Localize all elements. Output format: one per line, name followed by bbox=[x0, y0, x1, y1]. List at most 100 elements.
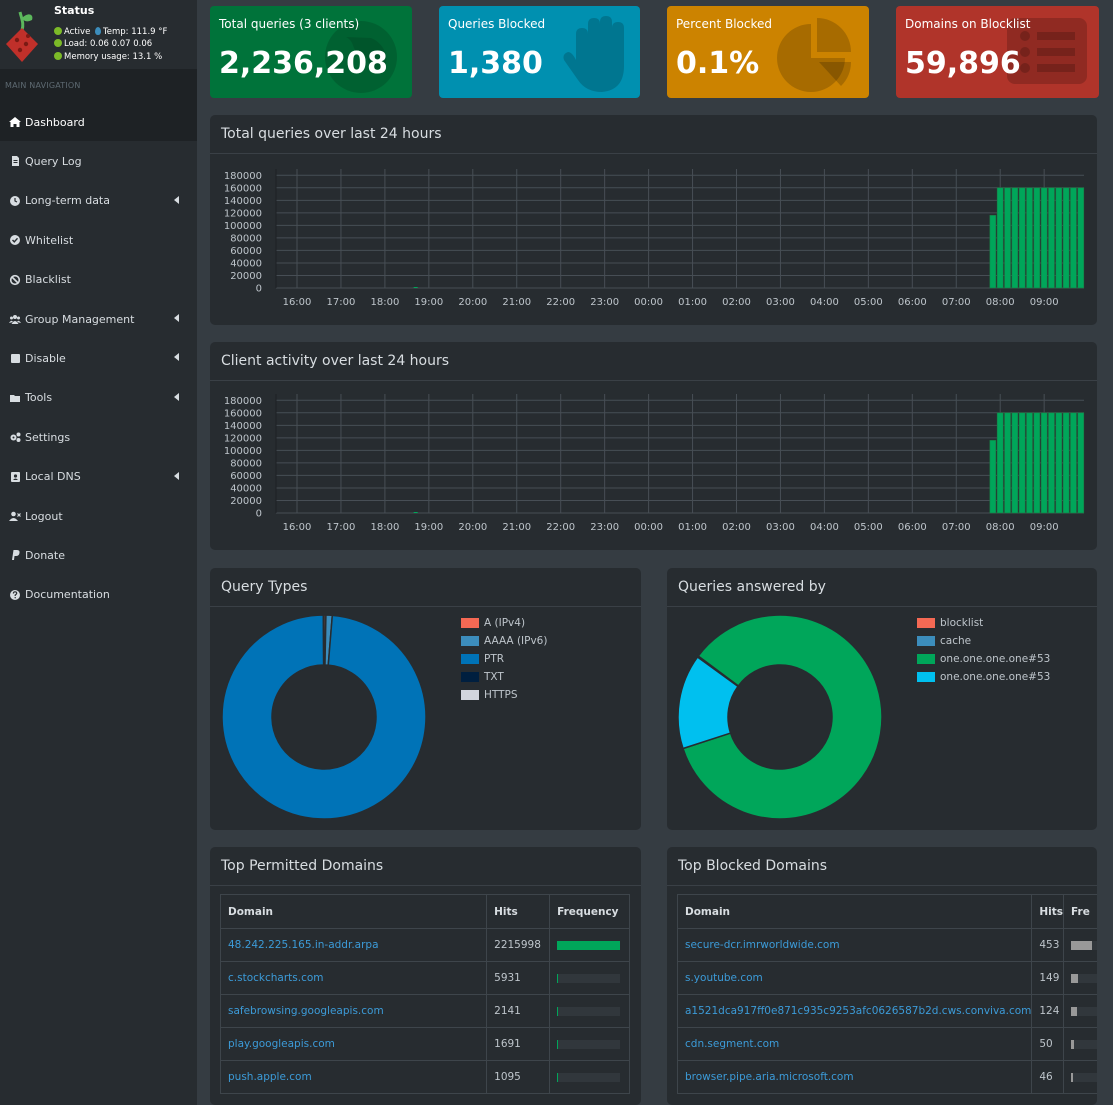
table-header-row: Domain Hits Fre bbox=[676, 894, 1097, 929]
y-tick-label: 80000 bbox=[230, 233, 262, 244]
sidebar-item-documentation[interactable]: Documentation bbox=[0, 576, 197, 614]
x-tick-label: 04:00 bbox=[810, 522, 839, 533]
legend-item[interactable]: cache bbox=[917, 635, 971, 647]
chart-bar[interactable] bbox=[1048, 412, 1055, 514]
x-tick-label: 21:00 bbox=[502, 297, 531, 308]
chart-bar[interactable] bbox=[1026, 187, 1033, 289]
domain-link[interactable]: 48.242.225.165.in-addr.arpa bbox=[219, 928, 488, 962]
y-tick-label: 100000 bbox=[224, 446, 262, 457]
chart-bar[interactable] bbox=[1062, 412, 1070, 514]
globe-icon bbox=[325, 21, 397, 93]
chart-bar[interactable] bbox=[1055, 187, 1063, 289]
status-load: Load: 0.06 0.07 0.06 bbox=[64, 39, 153, 49]
column-header[interactable]: Hits bbox=[486, 894, 551, 929]
column-header[interactable]: Domain bbox=[676, 894, 1033, 929]
chart-bar[interactable] bbox=[1040, 412, 1048, 514]
chart-bar[interactable] bbox=[1011, 412, 1019, 514]
x-tick-label: 17:00 bbox=[327, 522, 356, 533]
chart-bar[interactable] bbox=[1040, 187, 1048, 289]
chart-bar[interactable] bbox=[1048, 187, 1055, 289]
column-header[interactable]: Hits bbox=[1031, 894, 1065, 929]
legend-item[interactable]: TXT bbox=[461, 671, 504, 683]
chart-bar[interactable] bbox=[989, 440, 997, 514]
legend-item[interactable]: A (IPv4) bbox=[461, 617, 525, 629]
domain-link[interactable]: secure-dcr.imrworldwide.com bbox=[676, 928, 1033, 962]
chart-bar[interactable] bbox=[1018, 187, 1026, 289]
hits-cell: 149 bbox=[1031, 961, 1065, 995]
column-header[interactable]: Frequency bbox=[549, 894, 630, 929]
sidebar-item-query-log[interactable]: Query Log bbox=[0, 142, 197, 180]
panel-query-types: Query Types A (IPv4) AAAA (IPv6) PTR TXT HTT… bbox=[210, 568, 641, 830]
domain-link[interactable]: c.stockcharts.com bbox=[219, 961, 488, 995]
donut-slice[interactable] bbox=[322, 614, 325, 666]
panel-top-permitted: Top Permitted Domains Domain Hits Frequenc… bbox=[210, 847, 641, 1105]
sidebar-item-group-management[interactable]: Group Management bbox=[0, 300, 197, 338]
frequency-bar-fill bbox=[557, 973, 559, 983]
sidebar-item-local-dns[interactable]: Local DNS bbox=[0, 458, 197, 496]
sidebar-item-donate[interactable]: Donate bbox=[0, 536, 197, 574]
legend-item[interactable]: one.one.one.one#53 bbox=[917, 671, 1050, 683]
domain-link[interactable]: play.googleapis.com bbox=[219, 1027, 488, 1061]
legend-item[interactable]: one.one.one.one#53 bbox=[917, 653, 1050, 665]
sidebar-item-settings[interactable]: Settings bbox=[0, 418, 197, 456]
column-header[interactable]: Fre bbox=[1063, 894, 1097, 929]
legend-swatch bbox=[461, 672, 479, 682]
legend-item[interactable]: blocklist bbox=[917, 617, 983, 629]
chart-bar[interactable] bbox=[1062, 187, 1070, 289]
domain-link[interactable]: safebrowsing.googleapis.com bbox=[219, 994, 488, 1028]
chart-bar[interactable] bbox=[1026, 412, 1033, 514]
legend-item[interactable]: AAAA (IPv6) bbox=[461, 635, 547, 647]
legend-item[interactable]: PTR bbox=[461, 653, 504, 665]
chart-bar[interactable] bbox=[1077, 412, 1085, 514]
column-header[interactable]: Domain bbox=[219, 894, 488, 929]
chart-bar[interactable] bbox=[1011, 187, 1019, 289]
sidebar-item-label: Group Management bbox=[25, 312, 135, 326]
hits-cell: 2215998 bbox=[486, 928, 551, 962]
sidebar-item-label: Query Log bbox=[25, 154, 82, 168]
frequency-bar bbox=[557, 1039, 621, 1049]
legend-item[interactable]: HTTPS bbox=[461, 689, 518, 701]
x-tick-label: 22:00 bbox=[546, 297, 575, 308]
chart-bar[interactable] bbox=[996, 187, 1004, 289]
chart-bar[interactable] bbox=[1055, 412, 1063, 514]
chart-bar[interactable] bbox=[1077, 187, 1085, 289]
chevron-left-icon bbox=[174, 195, 179, 204]
query-types-donut[interactable] bbox=[219, 612, 429, 822]
nav-header: MAIN NAVIGATION bbox=[0, 69, 197, 103]
chart-bar[interactable] bbox=[1004, 187, 1011, 289]
donut-slice[interactable] bbox=[682, 614, 883, 820]
chart-bar[interactable] bbox=[996, 412, 1004, 514]
sidebar-item-tools[interactable]: Tools bbox=[0, 379, 197, 417]
chart-bar[interactable] bbox=[1070, 187, 1077, 289]
chart-bar[interactable] bbox=[989, 215, 997, 289]
sidebar-item-blacklist[interactable]: Blacklist bbox=[0, 261, 197, 299]
domain-link[interactable]: push.apple.com bbox=[219, 1060, 488, 1094]
sidebar-item-logout[interactable]: Logout bbox=[0, 497, 197, 535]
chart-bar[interactable] bbox=[1004, 412, 1011, 514]
x-tick-label: 07:00 bbox=[942, 297, 971, 308]
chart-bar[interactable] bbox=[1033, 187, 1041, 289]
answered-by-donut[interactable] bbox=[675, 612, 885, 822]
frequency-bar bbox=[557, 973, 621, 983]
sidebar-item-label: Logout bbox=[25, 509, 63, 523]
top-permitted-table: Domain Hits Frequency 48.242.225.165.in-add… bbox=[219, 894, 630, 1094]
y-tick-label: 40000 bbox=[230, 483, 262, 494]
domain-link[interactable]: cdn.segment.com bbox=[676, 1027, 1033, 1061]
sidebar-item-dashboard[interactable]: Dashboard bbox=[0, 103, 197, 141]
status-title: Status bbox=[54, 4, 95, 17]
sidebar-item-whitelist[interactable]: Whitelist bbox=[0, 221, 197, 259]
sidebar: Status Active Temp: 111.9 °F Load: 0.06 … bbox=[0, 0, 197, 1105]
domain-link[interactable]: browser.pipe.aria.microsoft.com bbox=[676, 1060, 1033, 1094]
donut-slice[interactable] bbox=[677, 655, 739, 750]
donut-slice[interactable] bbox=[221, 614, 427, 820]
sidebar-item-disable[interactable]: Disable bbox=[0, 339, 197, 377]
domain-link[interactable]: a1521dca917ff0e871c935c9253afc0626587b2d… bbox=[676, 994, 1033, 1028]
frequency-bar-fill bbox=[557, 940, 621, 950]
chart-bar[interactable] bbox=[1070, 412, 1077, 514]
sidebar-item-long-term-data[interactable]: Long-term data bbox=[0, 182, 197, 220]
chart-bar[interactable] bbox=[1033, 412, 1041, 514]
domain-link[interactable]: s.youtube.com bbox=[676, 961, 1033, 995]
chart-bar[interactable] bbox=[1018, 412, 1026, 514]
